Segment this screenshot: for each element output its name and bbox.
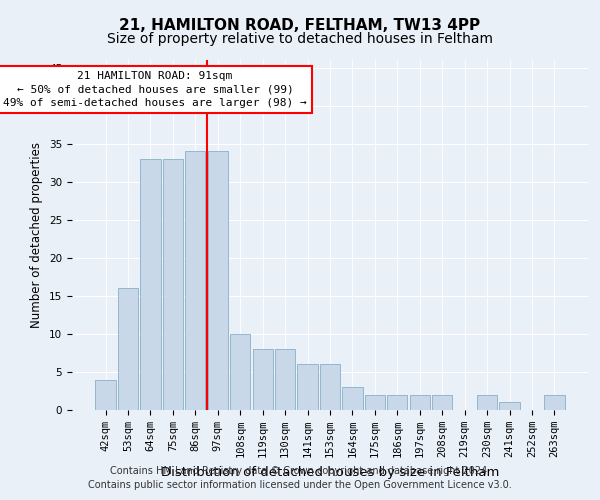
Bar <box>410 395 430 410</box>
Text: Contains HM Land Registry data © Crown copyright and database right 2024.
Contai: Contains HM Land Registry data © Crown c… <box>88 466 512 490</box>
Bar <box>95 380 116 410</box>
Bar <box>208 152 228 410</box>
Bar <box>230 334 250 410</box>
Bar <box>118 288 138 410</box>
Bar <box>365 395 385 410</box>
Bar <box>343 387 362 410</box>
Bar <box>298 364 317 410</box>
Bar <box>320 364 340 410</box>
Bar <box>185 152 205 410</box>
Text: 21 HAMILTON ROAD: 91sqm
← 50% of detached houses are smaller (99)
49% of semi-de: 21 HAMILTON ROAD: 91sqm ← 50% of detache… <box>3 72 307 108</box>
Bar <box>387 395 407 410</box>
Bar <box>275 349 295 410</box>
Bar <box>253 349 273 410</box>
Bar <box>140 159 161 410</box>
Y-axis label: Number of detached properties: Number of detached properties <box>31 142 43 328</box>
X-axis label: Distribution of detached houses by size in Feltham: Distribution of detached houses by size … <box>161 466 499 478</box>
Text: 21, HAMILTON ROAD, FELTHAM, TW13 4PP: 21, HAMILTON ROAD, FELTHAM, TW13 4PP <box>119 18 481 32</box>
Bar <box>499 402 520 410</box>
Bar <box>477 395 497 410</box>
Bar <box>163 159 183 410</box>
Bar <box>544 395 565 410</box>
Bar <box>432 395 452 410</box>
Text: Size of property relative to detached houses in Feltham: Size of property relative to detached ho… <box>107 32 493 46</box>
